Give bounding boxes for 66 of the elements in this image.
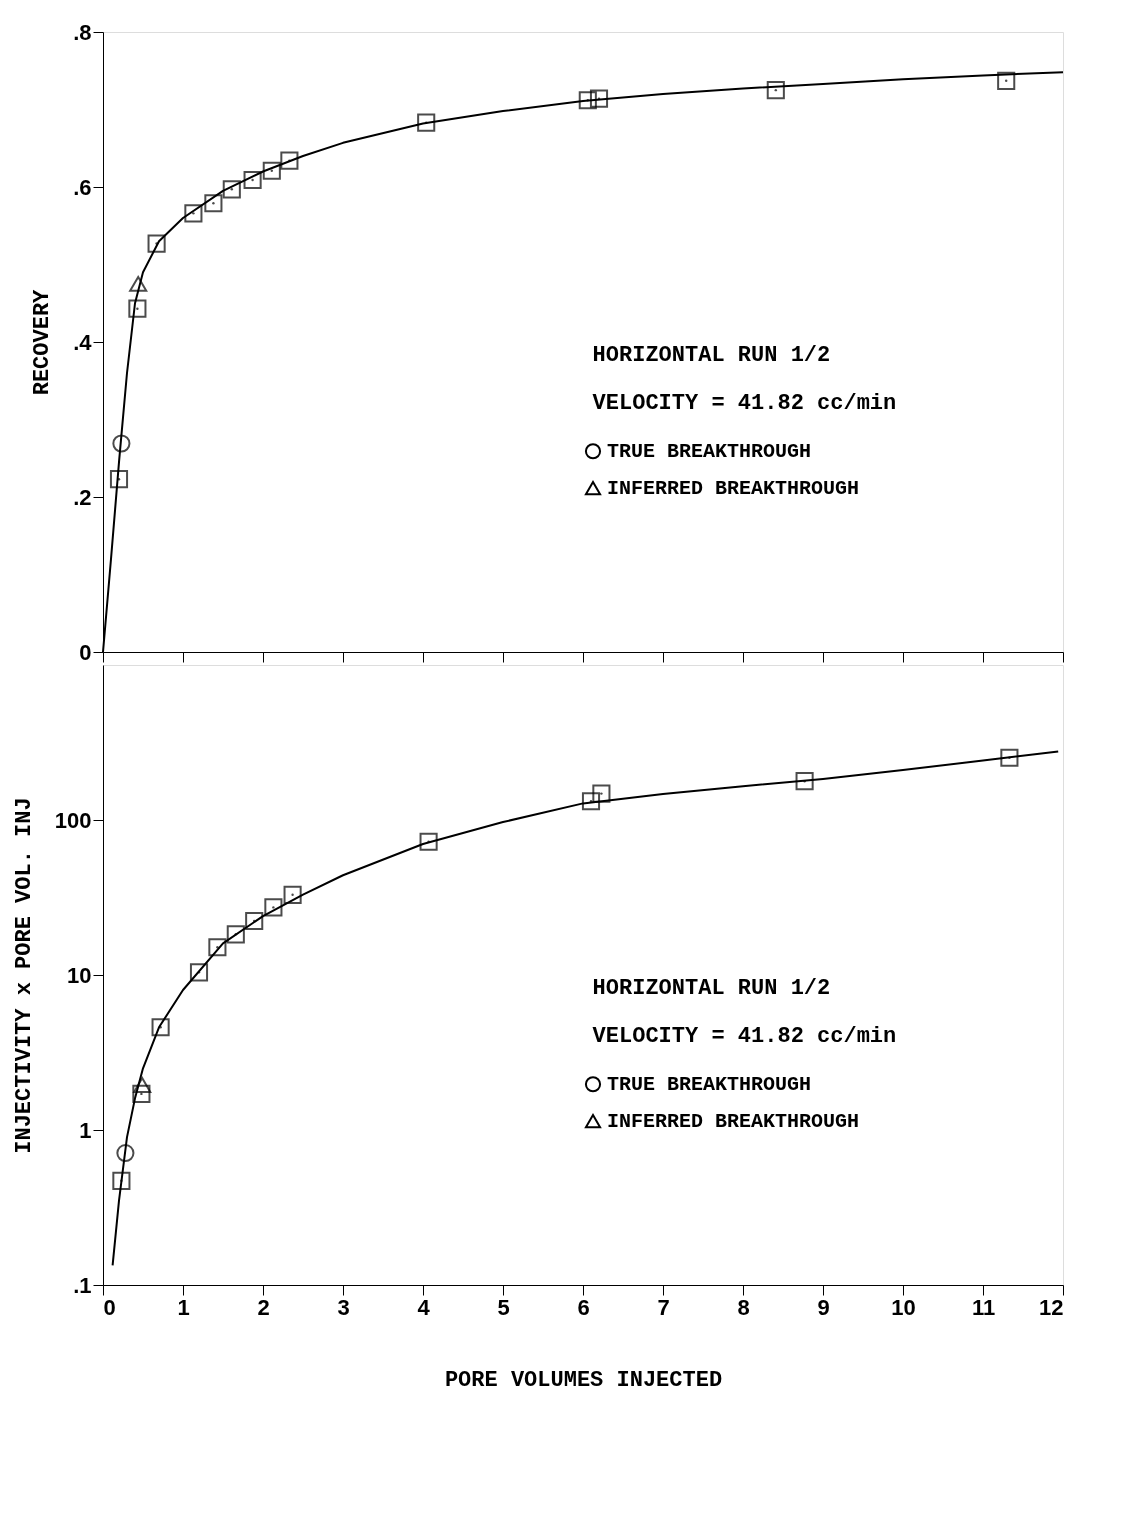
x-tick-label: 4 xyxy=(417,1294,431,1320)
point xyxy=(997,71,1016,90)
x-tick-label: 11 xyxy=(971,1294,996,1320)
point xyxy=(147,234,166,253)
y-axis-title: RECOVERY xyxy=(30,288,56,396)
x-tick-label: 5 xyxy=(497,1294,510,1320)
y-tick-label: 0 xyxy=(79,639,92,665)
point xyxy=(243,170,262,190)
point xyxy=(189,963,209,982)
x-tick-label: 1 xyxy=(177,1294,190,1320)
point xyxy=(245,911,264,931)
point xyxy=(184,204,203,223)
y-tick-label: .4 xyxy=(73,329,93,355)
x-tick-label: 8 xyxy=(737,1294,750,1320)
y-tick-label: .2 xyxy=(73,484,92,510)
x-tick-label: 2 xyxy=(257,1294,270,1320)
point xyxy=(133,1077,152,1094)
y-tick-label: .1 xyxy=(73,1272,92,1298)
y-tick-label: .8 xyxy=(73,19,92,45)
x-tick-label: 10 xyxy=(891,1294,916,1320)
point xyxy=(109,470,129,489)
y-tick-label: 10 xyxy=(67,962,92,988)
annotation: HORIZONTAL RUN 1/2 xyxy=(592,343,831,369)
line-series xyxy=(111,750,1060,1267)
point xyxy=(264,898,283,917)
point xyxy=(578,91,597,110)
point xyxy=(204,194,223,213)
point xyxy=(589,89,609,108)
point xyxy=(766,81,785,100)
point xyxy=(151,1018,170,1037)
point xyxy=(1000,748,1019,767)
legend-label: TRUE BREAKTHROUGH xyxy=(607,440,812,464)
y-tick-label: 100 xyxy=(54,807,92,833)
annotation: VELOCITY = 41.82 cc/min xyxy=(592,391,897,417)
point xyxy=(280,151,299,170)
legend-label: TRUE BREAKTHROUGH xyxy=(607,1073,812,1097)
point xyxy=(129,275,148,292)
point xyxy=(417,113,436,132)
x-tick-label: 0 xyxy=(103,1294,116,1320)
point xyxy=(262,161,281,180)
legend-label: INFERRED BREAKTHROUGH xyxy=(607,477,860,501)
y-axis-title: INJECTIVITY x PORE VOL. INJ xyxy=(11,797,37,1154)
x-tick-label: 9 xyxy=(817,1294,830,1320)
x-tick-label: 3 xyxy=(337,1294,350,1320)
y-tick-label: 1 xyxy=(79,1117,92,1143)
point xyxy=(128,299,147,318)
point xyxy=(132,1084,151,1103)
point xyxy=(116,1144,135,1163)
point xyxy=(222,180,241,199)
point xyxy=(283,885,302,904)
point xyxy=(112,1171,131,1190)
x-tick-label: 12 xyxy=(1039,1294,1064,1320)
annotation: VELOCITY = 41.82 cc/min xyxy=(592,1024,897,1050)
annotation: HORIZONTAL RUN 1/2 xyxy=(592,976,831,1002)
x-axis-title: PORE VOLUMES INJECTED xyxy=(444,1367,723,1393)
x-tick-label: 7 xyxy=(657,1294,670,1320)
point xyxy=(795,772,814,791)
point xyxy=(226,925,245,944)
point xyxy=(581,792,601,811)
point xyxy=(208,938,227,957)
point xyxy=(112,434,131,453)
point xyxy=(419,832,438,851)
legend-label: INFERRED BREAKTHROUGH xyxy=(607,1110,860,1134)
x-tick-label: 6 xyxy=(577,1294,590,1320)
y-tick-label: .6 xyxy=(73,174,92,200)
point xyxy=(592,784,611,803)
